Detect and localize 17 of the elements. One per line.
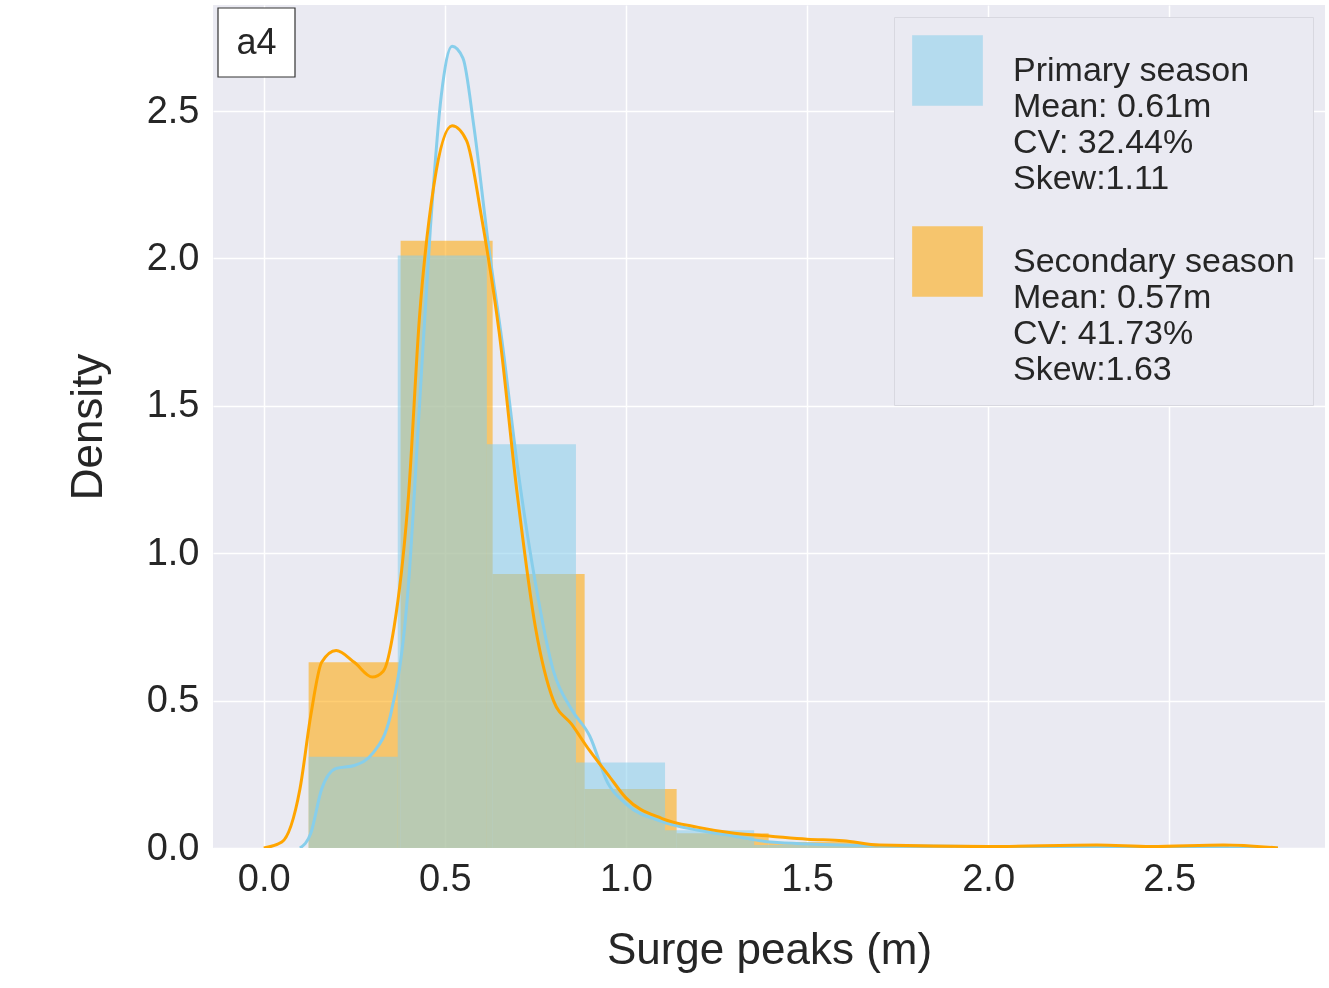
annotation: a4 [236,21,277,62]
x-tick-label: 2.5 [1143,856,1197,899]
x-tick-label: 0.0 [237,856,291,899]
y-tick-label: 2.5 [146,88,200,131]
x-tick-label: 1.0 [600,856,653,899]
y-tick-label: 1.5 [146,383,200,426]
legend-label: Secondary season Mean: 0.57m CV: 41.73% Skew:1.63 [1013,240,1295,387]
x-axis-title: Surge peaks (m) [606,923,933,973]
x-tick-label: 2.0 [962,856,1016,899]
y-tick-label: 0.5 [146,678,200,721]
legend-label: Primary season Mean: 0.61m CV: 32.44% Skew:1.11 [1013,49,1250,196]
y-tick-label: 1.0 [146,530,200,573]
x-tick-label: 0.5 [418,856,472,899]
y-axis-title: Density [61,353,111,501]
y-tick-label: 2.0 [146,235,200,278]
y-tick-label: 0.0 [146,825,200,868]
x-tick-label: 1.5 [781,856,834,899]
